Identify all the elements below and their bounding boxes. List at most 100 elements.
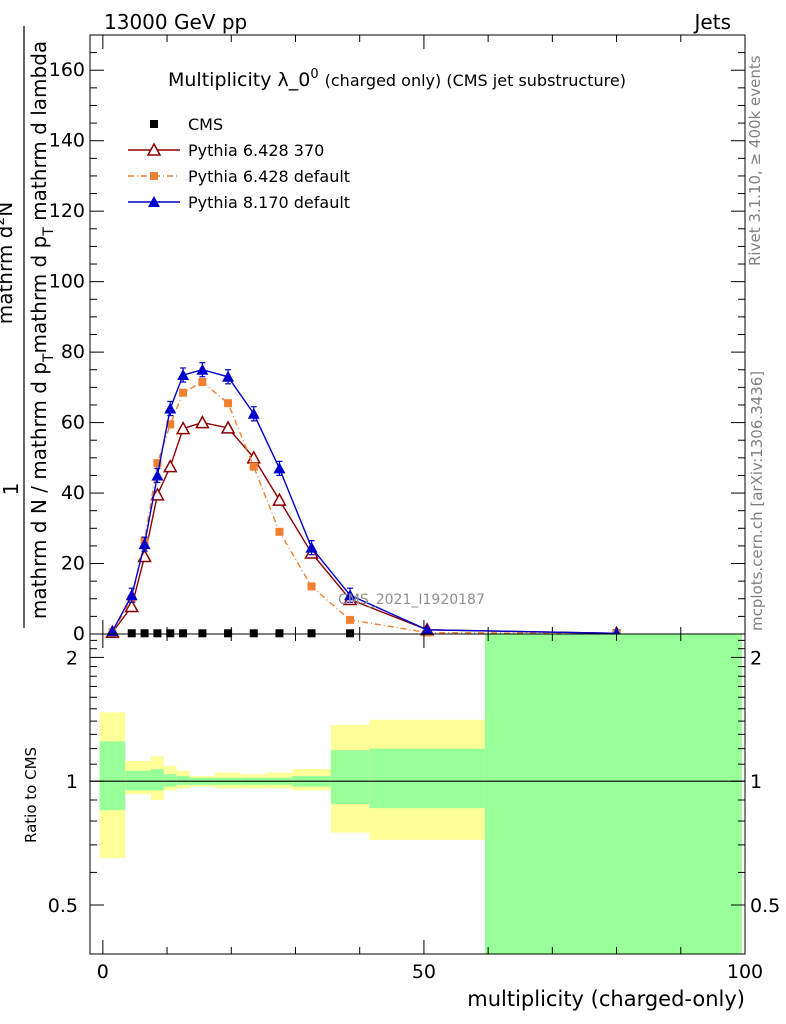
y-tick-label: 60 bbox=[61, 412, 85, 434]
data-point bbox=[106, 625, 119, 637]
data-point bbox=[127, 629, 136, 638]
chart-title-sup: 0 bbox=[310, 67, 318, 82]
y-tick-label: 0 bbox=[73, 623, 85, 645]
y-tick-label: 40 bbox=[61, 482, 85, 504]
y-axis-label-left-text: mathrm d N / mathrm d p bbox=[27, 362, 51, 619]
series-line bbox=[111, 369, 617, 634]
data-point bbox=[195, 415, 210, 429]
legend-label: Pythia 6.428 370 bbox=[188, 141, 324, 160]
data-point bbox=[346, 629, 355, 638]
data-point bbox=[346, 615, 355, 624]
stat-band bbox=[125, 770, 152, 791]
data-point bbox=[140, 629, 149, 638]
y-axis-label-left-tail: mathrm d p bbox=[27, 236, 51, 354]
series-line bbox=[111, 381, 617, 635]
stat-band bbox=[99, 741, 126, 811]
y-tick-label: 100 bbox=[49, 271, 85, 293]
data-point bbox=[138, 538, 151, 550]
data-point bbox=[344, 589, 357, 601]
x-axis-label: multiplicity (charged-only) bbox=[467, 987, 745, 1011]
data-point bbox=[273, 462, 286, 474]
data-point bbox=[220, 420, 236, 434]
ratio-panel-frame bbox=[89, 633, 746, 955]
data-point bbox=[307, 582, 316, 591]
y-axis-label-numerator-sup: 2 bbox=[0, 217, 8, 226]
data-point bbox=[249, 629, 258, 638]
data-point bbox=[153, 629, 162, 638]
legend: CMS Pythia 6.428 370 Pythia 6.428 default P… bbox=[128, 115, 350, 212]
data-point bbox=[224, 629, 233, 638]
stat-band bbox=[151, 769, 164, 791]
legend-marker bbox=[146, 142, 162, 156]
header-category-label: Jets bbox=[693, 10, 731, 34]
series-3 bbox=[106, 362, 623, 639]
ratio-y-tick-label-right: 2 bbox=[750, 647, 762, 669]
data-point bbox=[179, 388, 188, 397]
header-beam-label: 13000 GeV pp bbox=[104, 10, 247, 34]
ratio-y-axis-label: Ratio to CMS bbox=[22, 747, 40, 843]
y-tick-label: 160 bbox=[49, 59, 85, 81]
x-tick-label: 0 bbox=[97, 961, 109, 983]
y-axis-label-numerator-text: mathrm d bbox=[0, 226, 17, 325]
ratio-y-tick-label: 1 bbox=[66, 771, 78, 793]
y-axis-label-left-sub: T bbox=[41, 353, 57, 363]
data-point bbox=[166, 420, 175, 429]
data-point bbox=[421, 623, 434, 635]
ratio-bands bbox=[99, 634, 742, 954]
data-point bbox=[307, 629, 316, 638]
ratio-panel: 0.5 0.5 1 1 2 2 0 50 100 Ratio to CMS multiplici… bbox=[22, 633, 780, 1011]
data-point bbox=[179, 629, 188, 638]
data-point bbox=[153, 459, 162, 468]
stat-band bbox=[484, 634, 742, 954]
data-point bbox=[224, 399, 233, 408]
y-axis-label-numerator: mathrm d2N bbox=[0, 202, 17, 325]
x-tick-label: 100 bbox=[727, 961, 763, 983]
data-point bbox=[163, 459, 178, 473]
data-point bbox=[275, 629, 284, 638]
ratio-y-tick-label-right: 0.5 bbox=[750, 895, 780, 917]
rivet-version-label: Rivet 3.1.10, ≥ 400k events bbox=[746, 55, 764, 266]
y-tick-label: 20 bbox=[61, 553, 85, 575]
data-point bbox=[249, 462, 258, 471]
data-point bbox=[198, 629, 207, 638]
y-axis-label-denom-sub: T bbox=[41, 227, 57, 237]
data-point bbox=[305, 541, 318, 553]
stat-band bbox=[369, 748, 485, 809]
x-tick-label: 50 bbox=[412, 961, 436, 983]
data-point bbox=[125, 589, 138, 601]
y-tick-label: 140 bbox=[49, 130, 85, 152]
ratio-y-tick-label-right: 1 bbox=[750, 771, 762, 793]
main-panel-ticks: 0 20 40 60 80 100 120 140 160 bbox=[49, 35, 746, 645]
y-tick-label: 120 bbox=[49, 200, 85, 222]
legend-marker bbox=[148, 196, 160, 207]
legend-label: Pythia 8.170 default bbox=[188, 193, 350, 212]
mcplots-label: mcplots.cern.ch [arXiv:1306.3436] bbox=[748, 371, 766, 631]
stat-band bbox=[330, 750, 370, 805]
y-axis-label-numerator-tail: N bbox=[0, 202, 17, 217]
data-point bbox=[175, 421, 191, 435]
chart-title: Multiplicity λ_00 (charged only) (CMS jet… bbox=[168, 67, 626, 91]
data-point bbox=[196, 363, 209, 375]
data-point bbox=[275, 527, 284, 536]
y-axis-label-prefactor: 1 bbox=[0, 483, 23, 496]
legend-marker bbox=[150, 120, 158, 128]
ratio-y-tick-label: 2 bbox=[66, 647, 78, 669]
legend-marker bbox=[150, 172, 158, 180]
data-point bbox=[222, 370, 235, 382]
y-axis-label: 1 mathrm d2N mathrm d N / mathrm d pTmat… bbox=[0, 26, 57, 628]
data-point bbox=[177, 369, 190, 381]
y-axis-label-denom-tail: mathrm d lambda bbox=[27, 41, 51, 227]
y-axis-label-denominator: mathrm d N / mathrm d pTmathrm d pT math… bbox=[27, 41, 57, 619]
chart-title-main: Multiplicity λ_0 bbox=[168, 69, 310, 91]
series-0 bbox=[127, 629, 621, 638]
ratio-panel-ticks: 0.5 0.5 1 1 2 2 0 50 100 bbox=[48, 634, 780, 983]
stat-band bbox=[176, 775, 190, 785]
chart-title-rest: (charged only) (CMS jet substructure) bbox=[325, 71, 626, 90]
data-point bbox=[166, 629, 175, 638]
data-point bbox=[151, 469, 164, 481]
data-point bbox=[164, 402, 177, 414]
y-tick-label: 80 bbox=[61, 341, 85, 363]
legend-label: CMS bbox=[188, 115, 223, 134]
